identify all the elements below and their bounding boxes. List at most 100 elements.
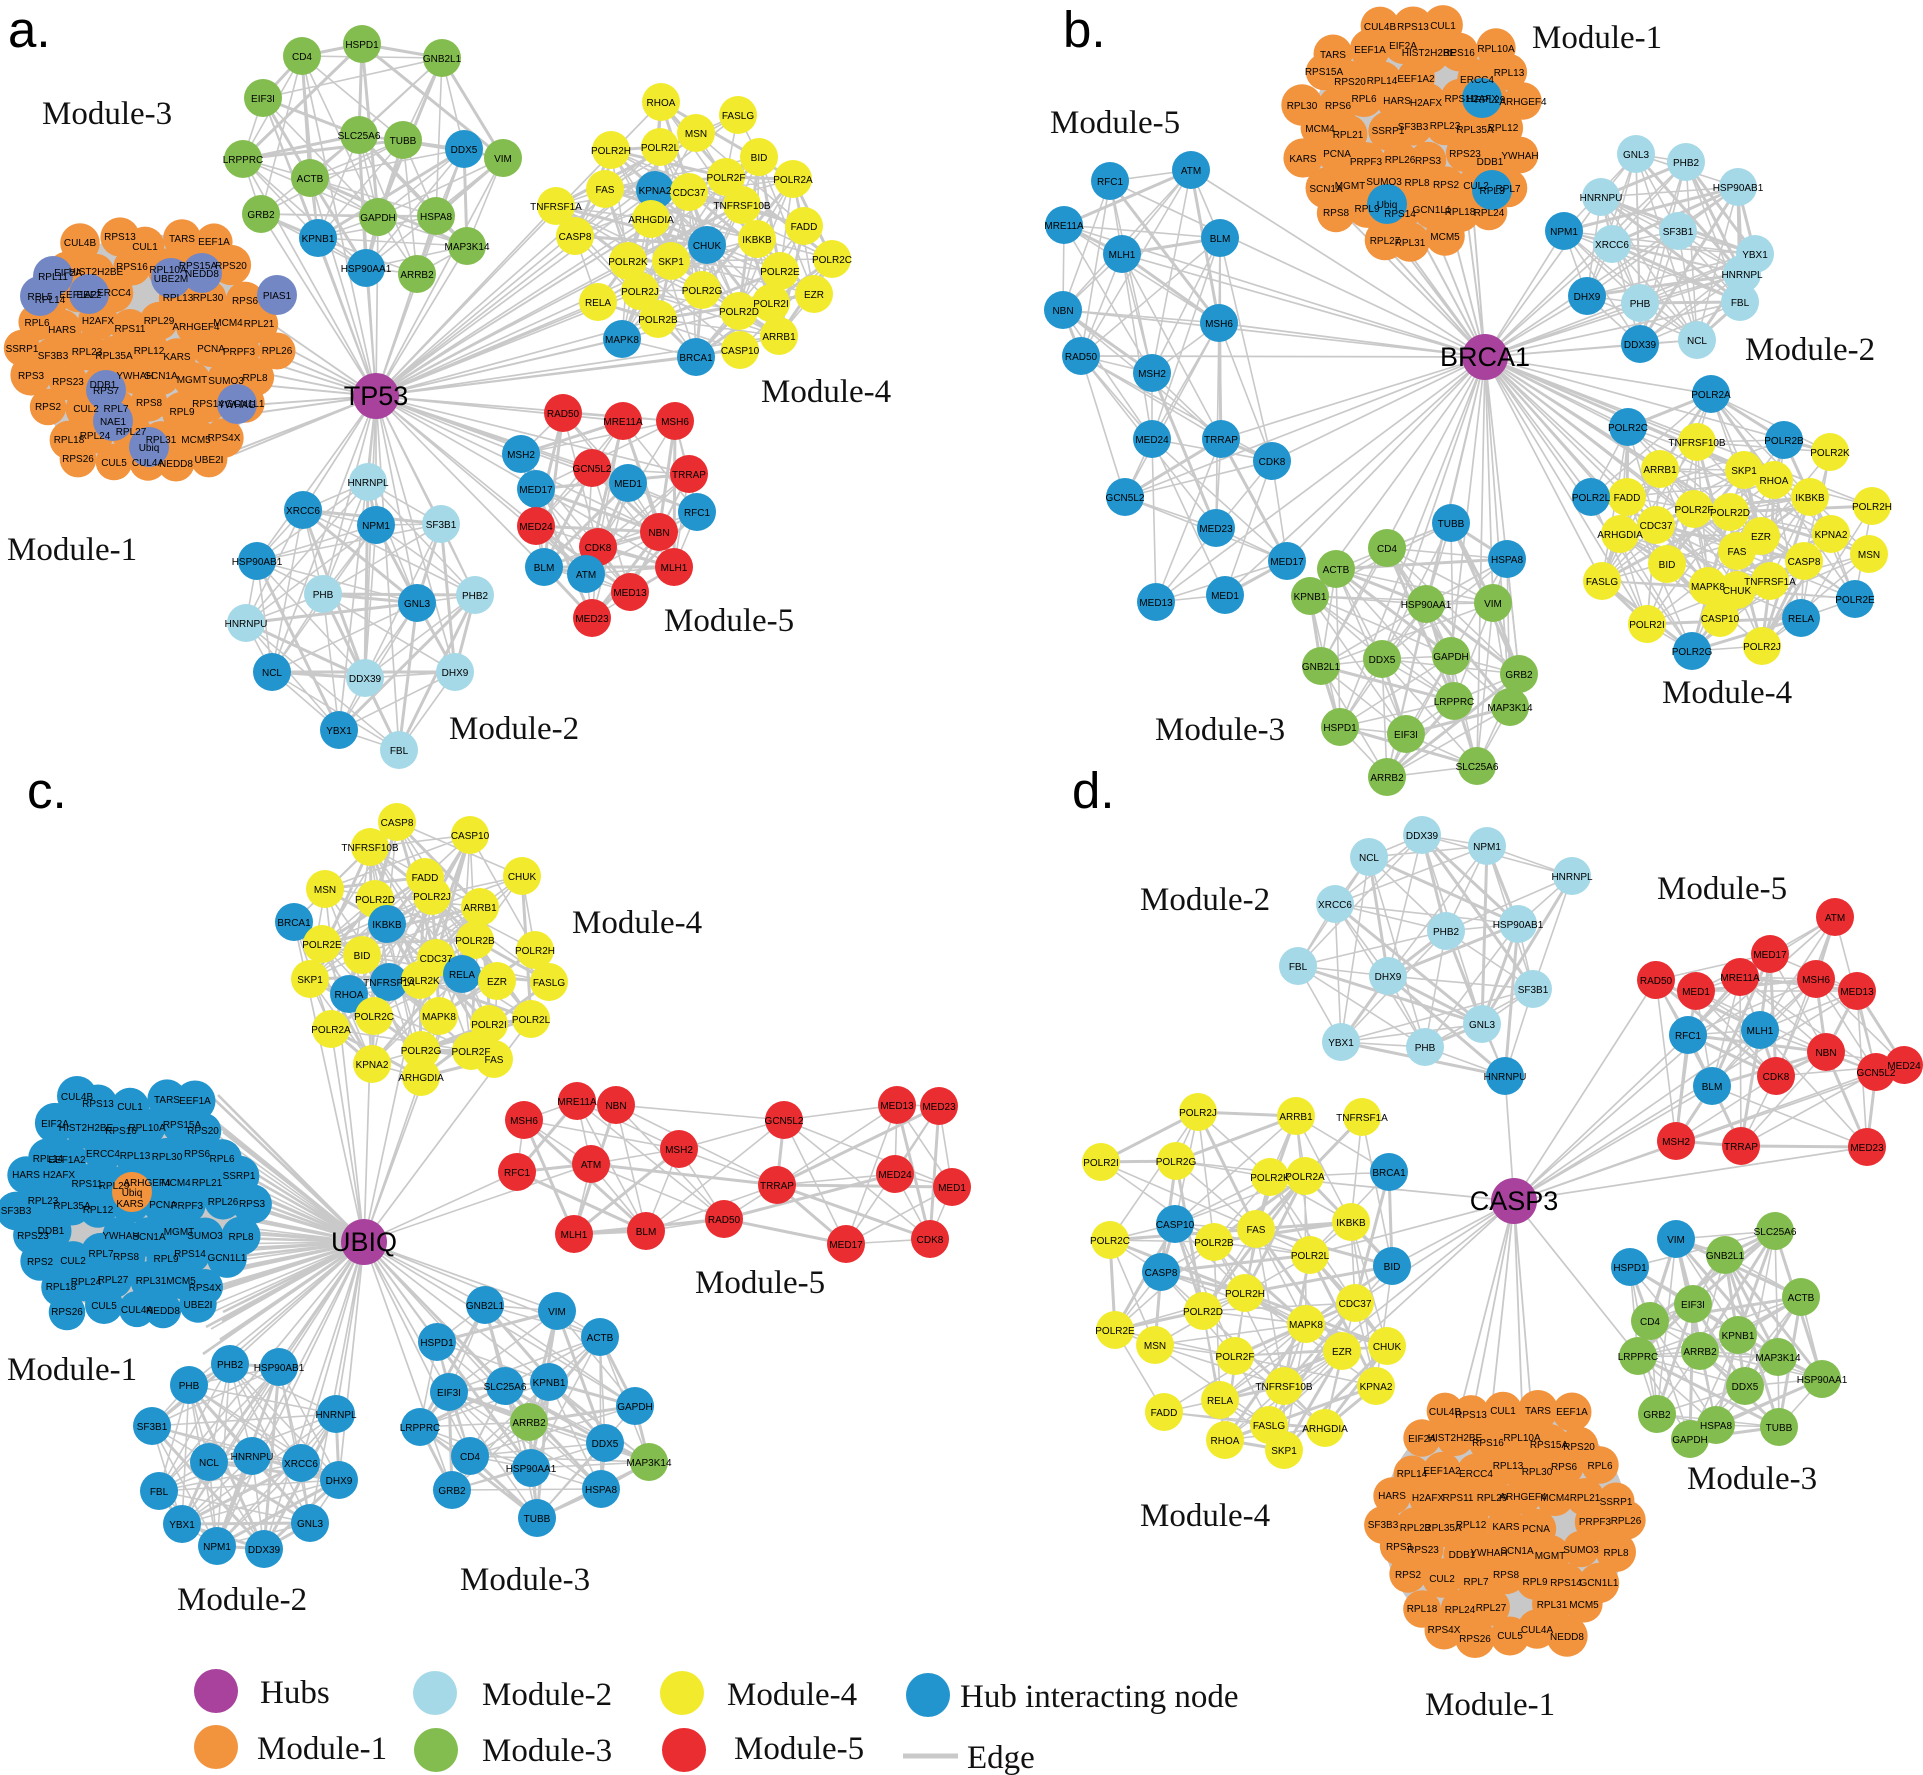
svg-text:MAP3K14: MAP3K14 bbox=[444, 242, 489, 253]
svg-text:RPL31: RPL31 bbox=[136, 1276, 167, 1287]
svg-text:SF3B1: SF3B1 bbox=[137, 1422, 168, 1433]
svg-text:HSP90AB1: HSP90AB1 bbox=[254, 1363, 305, 1374]
svg-text:RPS14: RPS14 bbox=[192, 399, 224, 410]
svg-text:RAD50: RAD50 bbox=[1065, 352, 1098, 363]
svg-text:POLR2G: POLR2G bbox=[1156, 1157, 1197, 1168]
svg-text:RHOA: RHOA bbox=[335, 990, 364, 1001]
svg-text:BLM: BLM bbox=[534, 563, 555, 574]
svg-text:MRE11A: MRE11A bbox=[1720, 973, 1760, 984]
svg-text:a.: a. bbox=[8, 1, 51, 58]
svg-text:DDB1: DDB1 bbox=[1477, 157, 1504, 168]
svg-text:Module-5: Module-5 bbox=[1657, 871, 1787, 907]
svg-text:CHUK: CHUK bbox=[508, 872, 537, 883]
svg-text:RPS2: RPS2 bbox=[27, 1257, 54, 1268]
svg-text:BLM: BLM bbox=[636, 1227, 657, 1238]
svg-text:POLR2I: POLR2I bbox=[1629, 620, 1665, 631]
svg-text:ARRB1: ARRB1 bbox=[1279, 1112, 1313, 1123]
svg-text:RPS4X: RPS4X bbox=[208, 433, 241, 444]
svg-text:POLR2L: POLR2L bbox=[512, 1015, 551, 1026]
svg-text:YBX1: YBX1 bbox=[1328, 1038, 1354, 1049]
svg-text:RPL10A: RPL10A bbox=[1477, 44, 1515, 55]
svg-text:SKP1: SKP1 bbox=[297, 975, 323, 986]
svg-text:CASP8: CASP8 bbox=[1788, 557, 1821, 568]
svg-text:TNFRSF10B: TNFRSF10B bbox=[713, 201, 771, 212]
svg-text:HSPA8: HSPA8 bbox=[1491, 555, 1523, 566]
svg-text:RPL13: RPL13 bbox=[1494, 68, 1525, 79]
svg-text:RPL23: RPL23 bbox=[28, 1196, 59, 1207]
svg-text:MRE11A: MRE11A bbox=[1044, 221, 1084, 232]
svg-text:CASP10: CASP10 bbox=[1701, 614, 1740, 625]
svg-text:POLR2A: POLR2A bbox=[773, 175, 813, 186]
svg-text:PHB: PHB bbox=[313, 590, 334, 601]
svg-text:PRPF3: PRPF3 bbox=[1579, 1517, 1612, 1528]
svg-text:EEF2: EEF2 bbox=[76, 290, 101, 301]
svg-text:XRCC6: XRCC6 bbox=[1318, 900, 1352, 911]
svg-text:PHB: PHB bbox=[1630, 299, 1651, 310]
svg-text:EZR: EZR bbox=[1751, 532, 1771, 543]
svg-text:KARS: KARS bbox=[1492, 1522, 1520, 1533]
svg-text:RPS4X: RPS4X bbox=[189, 1283, 222, 1294]
svg-text:Hub interacting node: Hub interacting node bbox=[960, 1679, 1239, 1715]
svg-text:GCN5L2: GCN5L2 bbox=[1857, 1068, 1896, 1079]
svg-text:RPL14: RPL14 bbox=[33, 1154, 64, 1165]
svg-text:RPS11: RPS11 bbox=[72, 1179, 103, 1190]
svg-text:CUL4A: CUL4A bbox=[132, 458, 165, 469]
svg-text:POLR2C: POLR2C bbox=[812, 255, 852, 266]
svg-text:MSH6: MSH6 bbox=[1205, 319, 1233, 330]
svg-text:POLR2K: POLR2K bbox=[1250, 1173, 1290, 1184]
svg-text:RPS20: RPS20 bbox=[1563, 1442, 1595, 1453]
svg-text:RELA: RELA bbox=[449, 970, 475, 981]
svg-text:RAD50: RAD50 bbox=[547, 409, 580, 420]
svg-text:MED17: MED17 bbox=[519, 485, 553, 496]
svg-text:MAPK8: MAPK8 bbox=[605, 335, 639, 346]
svg-text:NEDD8: NEDD8 bbox=[146, 1306, 180, 1317]
svg-text:ARHGEF4: ARHGEF4 bbox=[123, 1178, 171, 1189]
svg-text:RPL13: RPL13 bbox=[163, 293, 194, 304]
svg-text:CUL1: CUL1 bbox=[1430, 21, 1456, 32]
svg-text:POLR2F: POLR2F bbox=[452, 1047, 491, 1058]
svg-text:RPS26: RPS26 bbox=[62, 454, 94, 465]
svg-text:MED23: MED23 bbox=[575, 614, 609, 625]
svg-text:MED1: MED1 bbox=[1682, 987, 1710, 998]
svg-text:Module-2: Module-2 bbox=[1140, 882, 1270, 918]
svg-text:RPL24: RPL24 bbox=[71, 1277, 102, 1288]
svg-text:BLM: BLM bbox=[1702, 1082, 1723, 1093]
svg-text:GAPDH: GAPDH bbox=[360, 213, 396, 224]
svg-text:RPL21: RPL21 bbox=[192, 1178, 223, 1189]
svg-text:Module-4: Module-4 bbox=[1662, 675, 1792, 711]
svg-text:RPL26: RPL26 bbox=[262, 346, 293, 357]
svg-text:POLR2L: POLR2L bbox=[1291, 1251, 1330, 1262]
svg-text:POLR2J: POLR2J bbox=[621, 287, 659, 298]
svg-text:FADD: FADD bbox=[1151, 1408, 1178, 1419]
svg-text:FBL: FBL bbox=[390, 746, 409, 757]
svg-text:TP53: TP53 bbox=[344, 381, 409, 411]
svg-text:POLR2F: POLR2F bbox=[1675, 505, 1714, 516]
svg-text:RPS11: RPS11 bbox=[1443, 1493, 1474, 1504]
svg-text:YBX1: YBX1 bbox=[169, 1520, 195, 1531]
svg-text:CASP10: CASP10 bbox=[1156, 1220, 1195, 1231]
svg-text:TNFRSF1A: TNFRSF1A bbox=[363, 978, 415, 989]
svg-text:MAP3K14: MAP3K14 bbox=[626, 1458, 671, 1469]
svg-text:KPNA2: KPNA2 bbox=[639, 186, 672, 197]
svg-text:MCM4: MCM4 bbox=[1305, 124, 1335, 135]
svg-text:RPL29: RPL29 bbox=[99, 1181, 130, 1192]
svg-text:Module-1: Module-1 bbox=[1532, 20, 1662, 56]
svg-text:MSH2: MSH2 bbox=[507, 450, 535, 461]
svg-text:PRPF3: PRPF3 bbox=[171, 1201, 204, 1212]
svg-text:KPNA2: KPNA2 bbox=[1360, 1382, 1393, 1393]
svg-text:EEF1A2: EEF1A2 bbox=[1397, 74, 1435, 85]
svg-text:TUBB: TUBB bbox=[390, 136, 417, 147]
svg-text:ACTB: ACTB bbox=[297, 174, 324, 185]
svg-text:POLR2J: POLR2J bbox=[1179, 1108, 1217, 1119]
svg-text:RPL11: RPL11 bbox=[38, 272, 68, 283]
svg-text:MSN: MSN bbox=[314, 885, 336, 896]
svg-text:Module-5: Module-5 bbox=[734, 1731, 864, 1767]
svg-text:TNFRSF10B: TNFRSF10B bbox=[1668, 438, 1726, 449]
svg-text:KPNA2: KPNA2 bbox=[356, 1060, 389, 1071]
svg-text:POLR2C: POLR2C bbox=[354, 1012, 394, 1023]
svg-text:KARS: KARS bbox=[1289, 154, 1317, 165]
svg-text:YWHAH: YWHAH bbox=[1501, 151, 1538, 162]
svg-text:RPL7: RPL7 bbox=[103, 404, 128, 415]
svg-text:MCM4: MCM4 bbox=[213, 318, 243, 329]
svg-text:POLR2F: POLR2F bbox=[1216, 1352, 1255, 1363]
